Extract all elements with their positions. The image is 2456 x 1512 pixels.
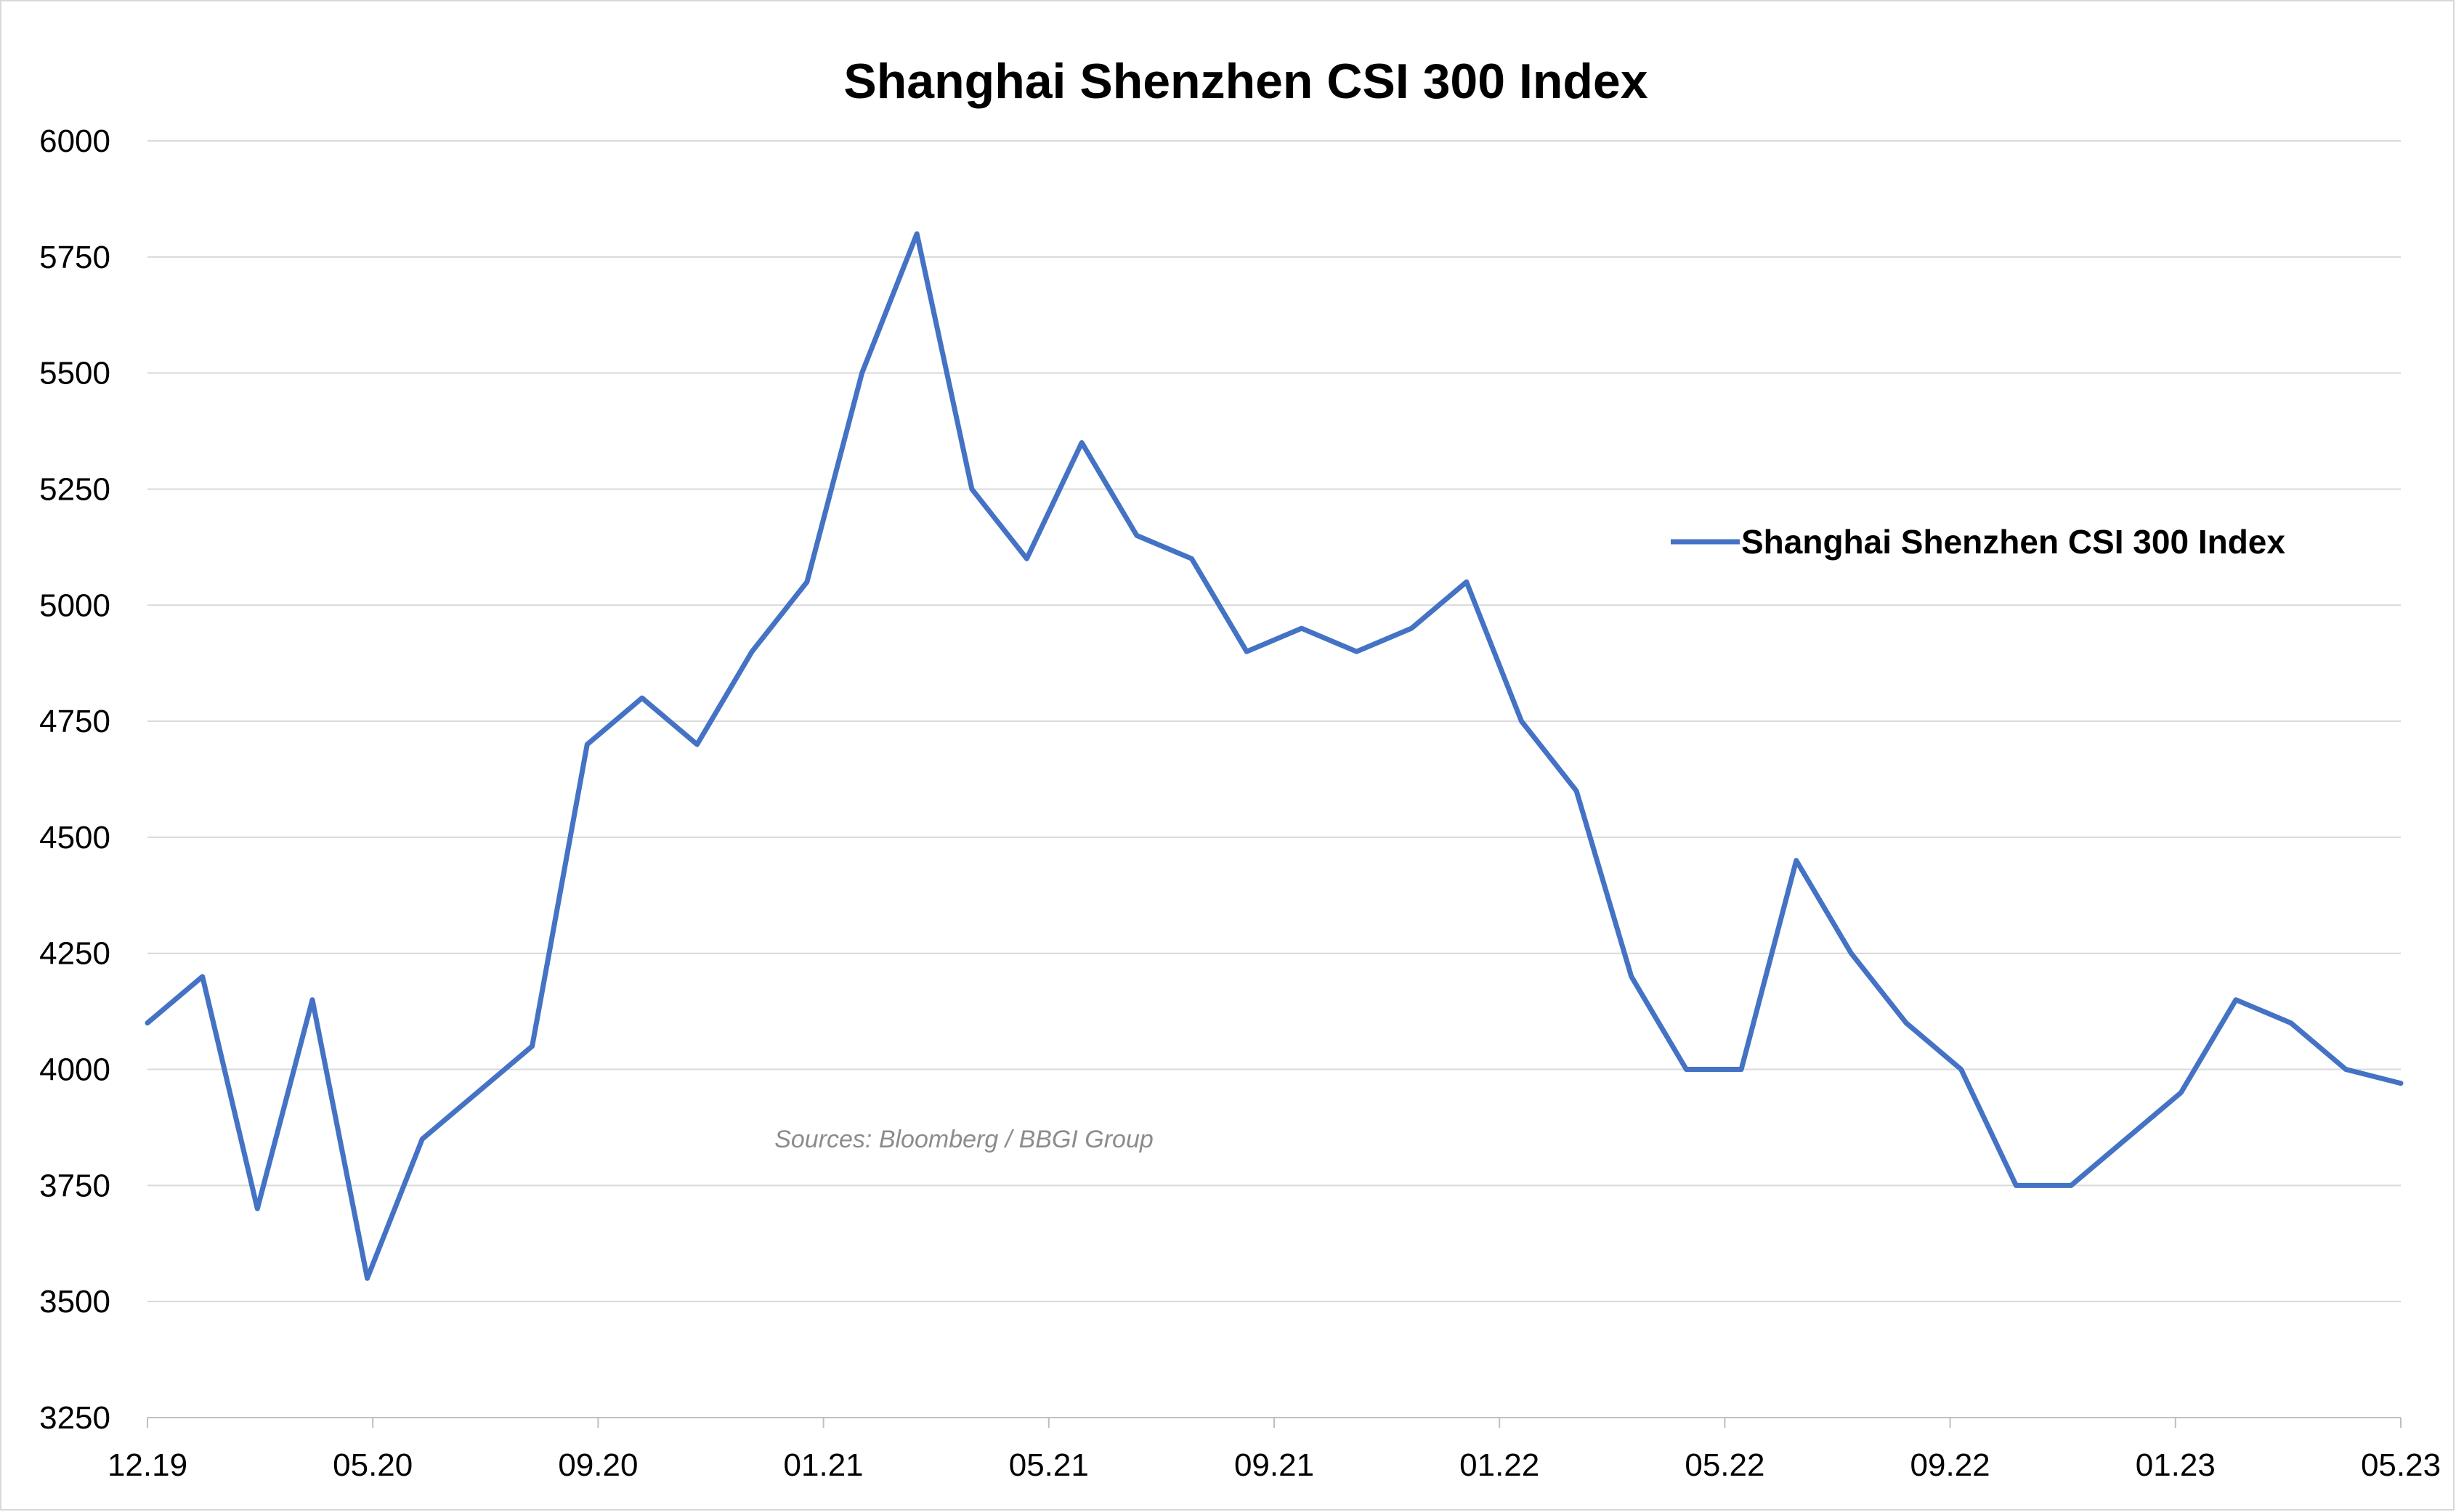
series-line (145, 231, 2404, 1281)
x-tick-label: 12.19 (108, 1447, 187, 1483)
source-note: Sources: Bloomberg / BBGI Group (774, 1126, 1154, 1153)
y-tick-label: 4000 (39, 1052, 110, 1088)
x-tick-label: 05.20 (333, 1447, 413, 1483)
y-tick-label: 5750 (39, 240, 110, 275)
y-tick-label: 5000 (39, 588, 110, 623)
legend-label: Shanghai Shenzhen CSI 300 Index (1741, 523, 2285, 561)
x-tick-label: 01.23 (2136, 1447, 2216, 1483)
x-tick-label: 09.22 (1910, 1447, 1990, 1483)
x-tick-label: 01.21 (784, 1447, 864, 1483)
y-tick-label: 5500 (39, 356, 110, 391)
y-tick-label: 5250 (39, 471, 110, 507)
y-tick-label: 4250 (39, 936, 110, 972)
x-axis: 12.19 05.20 09.20 01.21 05.21 09.21 01.22 05.22… (108, 1417, 2441, 1483)
x-tick-label: 05.21 (1009, 1447, 1089, 1483)
x-tick-label: 05.23 (2361, 1447, 2441, 1483)
y-tick-label: 3750 (39, 1168, 110, 1203)
x-tick-label: 09.20 (558, 1447, 638, 1483)
x-tick-label: 09.21 (1234, 1447, 1314, 1483)
y-tick-label: 4500 (39, 820, 110, 855)
x-tick-label: 01.22 (1459, 1447, 1539, 1483)
legend: Shanghai Shenzhen CSI 300 Index (1671, 523, 2285, 561)
y-tick-label: 6000 (39, 123, 110, 159)
grid-lines (147, 140, 2401, 1303)
chart-title: Shanghai Shenzhen CSI 300 Index (843, 54, 1648, 109)
y-tick-label: 3250 (39, 1400, 110, 1436)
y-tick-label: 4750 (39, 704, 110, 739)
y-axis-ticks: 3250 3500 3750 4000 4250 4500 4750 5000 5250 5500… (39, 123, 110, 1436)
series-layer (145, 231, 2404, 1281)
x-tick-label: 05.22 (1685, 1447, 1764, 1483)
y-tick-label: 3500 (39, 1284, 110, 1320)
